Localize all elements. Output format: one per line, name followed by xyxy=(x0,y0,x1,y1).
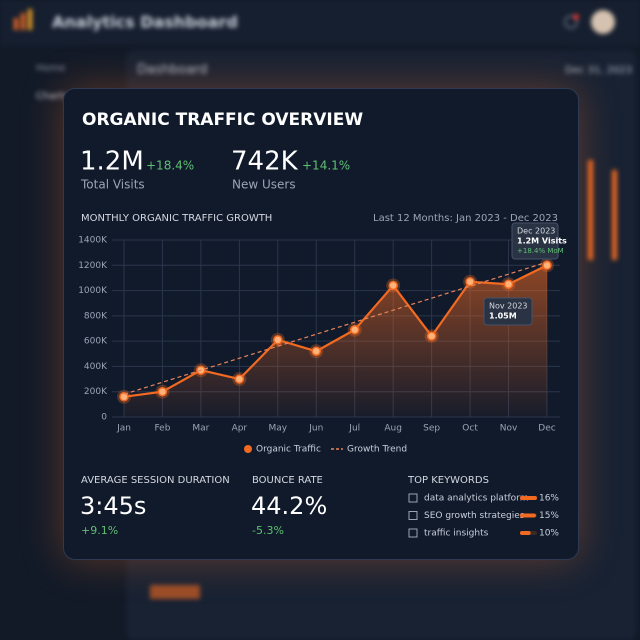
stat-label: Total Visits xyxy=(80,178,145,192)
bg-bar xyxy=(612,170,617,260)
stat-label: New Users xyxy=(232,178,296,192)
x-tick-label: Jan xyxy=(116,424,131,434)
keyword-pct: 15% xyxy=(539,511,559,521)
x-tick-label: Jul xyxy=(348,424,360,434)
nav-item[interactable]: Home xyxy=(36,63,66,74)
y-tick-label: 1000K xyxy=(78,286,108,296)
tooltip-title: Nov 2023 xyxy=(489,302,528,311)
keywords-title: TOP KEYWORDS xyxy=(407,475,489,486)
app-title: Analytics Dashboard xyxy=(52,13,238,32)
bell[interactable] xyxy=(564,15,578,29)
x-tick-label: Nov xyxy=(500,424,518,434)
keyword-icon xyxy=(408,528,418,538)
badge xyxy=(573,14,579,20)
tooltip-title: Dec 2023 xyxy=(517,227,555,236)
panel-date: Dec 31, 2023 xyxy=(565,65,632,76)
point xyxy=(503,279,514,289)
chart-title: MONTHLY ORGANIC TRAFFIC GROWTH xyxy=(81,213,272,224)
metric-label: BOUNCE RATE xyxy=(252,475,323,486)
point xyxy=(311,346,322,357)
x-tick-label: Aug xyxy=(384,424,402,434)
keyword-name: SEO growth strategies xyxy=(424,511,525,521)
stat-change: +18.4% xyxy=(146,159,194,173)
point xyxy=(273,335,283,345)
keyword-pct: 10% xyxy=(539,529,559,539)
point xyxy=(234,374,245,384)
keyword-bar xyxy=(520,531,531,535)
bg-bar xyxy=(588,160,593,260)
point xyxy=(388,280,398,291)
y-tick-label: 800K xyxy=(84,311,108,321)
x-tick-label: Feb xyxy=(154,424,170,434)
logo xyxy=(14,18,18,30)
tooltip-text: 1.2M Visits xyxy=(517,237,567,246)
y-tick-label: 1400K xyxy=(78,236,108,246)
metric-value: 44.2% xyxy=(251,492,327,520)
y-tick-label: 200K xyxy=(84,387,108,397)
top-bar xyxy=(0,0,640,46)
metric-change: -5.3% xyxy=(252,524,284,537)
bg-block xyxy=(150,585,200,599)
tooltip-note: +18.4% MoM xyxy=(517,247,564,255)
legend-label: Organic Traffic xyxy=(256,445,321,455)
y-tick-label: 0 xyxy=(101,413,107,423)
chart-subtitle: Last 12 Months: Jan 2023 - Dec 2023 xyxy=(373,213,558,224)
x-tick-label: Mar xyxy=(192,424,209,434)
logo xyxy=(28,9,32,30)
keyword-pct: 16% xyxy=(539,494,559,504)
x-tick-label: Apr xyxy=(232,424,248,434)
card-title: ORGANIC TRAFFIC OVERVIEW xyxy=(82,110,363,130)
keyword-name: data analytics platform xyxy=(424,494,528,504)
x-tick-label: Sep xyxy=(423,424,440,434)
metric-label: AVERAGE SESSION DURATION xyxy=(81,475,230,486)
avatar[interactable] xyxy=(591,10,615,34)
stat-value: 1.2M xyxy=(80,147,144,177)
keyword-bar xyxy=(520,513,536,518)
keyword-name: traffic insights xyxy=(424,529,489,539)
point xyxy=(426,331,437,341)
tooltip-text: 1.05M xyxy=(489,312,517,321)
keyword-icon xyxy=(408,493,418,503)
x-tick-label: May xyxy=(269,424,288,434)
y-tick-label: 400K xyxy=(84,362,108,372)
keyword-bar xyxy=(520,496,537,500)
tooltip xyxy=(511,222,559,260)
point xyxy=(119,392,129,402)
nav-item[interactable]: Charts xyxy=(36,91,69,102)
point xyxy=(157,386,168,397)
x-tick-label: Dec xyxy=(538,424,555,434)
logo xyxy=(21,13,25,30)
metric-change: +9.1% xyxy=(81,524,118,537)
trend-line xyxy=(123,261,548,395)
metric-value: 3:45s xyxy=(80,492,146,520)
stat-value: 742K xyxy=(231,147,299,177)
point xyxy=(349,325,360,335)
y-tick-label: 600K xyxy=(84,337,108,347)
x-tick-label: Jun xyxy=(308,424,323,434)
y-tick-label: 1200K xyxy=(78,261,108,271)
point xyxy=(542,260,552,271)
legend-label: Growth Trend xyxy=(347,445,407,455)
stat-change: +14.1% xyxy=(302,159,350,173)
tooltip xyxy=(483,297,533,326)
x-tick-label: Oct xyxy=(462,424,478,434)
legend-dot xyxy=(244,445,252,453)
line xyxy=(123,264,548,398)
keyword-icon xyxy=(408,511,418,520)
point xyxy=(465,276,475,287)
panel-title: Dashboard xyxy=(137,63,208,78)
